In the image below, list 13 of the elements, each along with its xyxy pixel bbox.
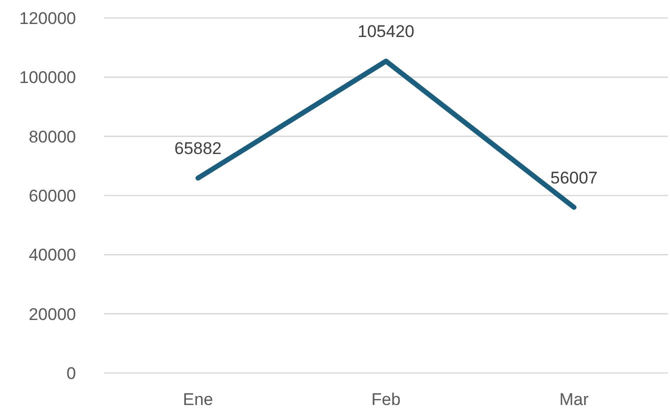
data-label: 56007 bbox=[550, 168, 598, 188]
data-label: 65882 bbox=[174, 139, 222, 158]
y-tick-label: 100000 bbox=[19, 68, 76, 88]
data-label: 105420 bbox=[358, 22, 414, 42]
y-tick-label: 40000 bbox=[28, 246, 76, 265]
y-tick-label: 80000 bbox=[28, 127, 76, 146]
y-tick-label: 20000 bbox=[28, 304, 76, 324]
y-tick-label: 120000 bbox=[19, 9, 76, 28]
x-tick-label: Mar bbox=[559, 390, 589, 410]
y-tick-label: 60000 bbox=[28, 186, 76, 206]
x-tick-label: Feb bbox=[371, 390, 401, 410]
y-tick-label: 0 bbox=[66, 364, 76, 384]
x-tick-label: Ene bbox=[182, 390, 214, 410]
